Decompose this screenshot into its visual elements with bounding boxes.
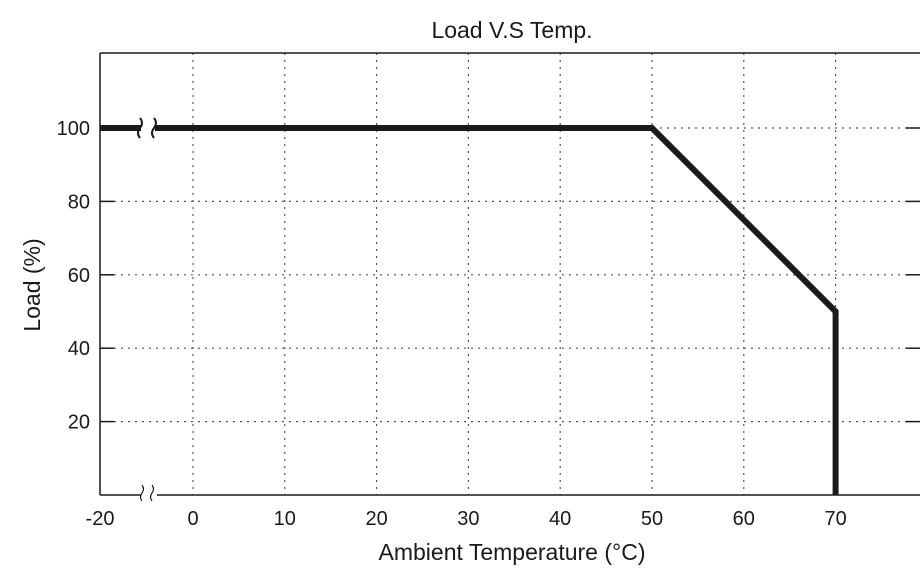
x-tick-label: 20 <box>365 508 387 530</box>
x-tick-label: 60 <box>733 508 755 530</box>
series-line <box>100 125 839 495</box>
y-tick-label: 80 <box>68 191 90 213</box>
y-tick-label: 100 <box>57 118 90 140</box>
line-break-mark <box>137 117 143 139</box>
x-tick-label: 70 <box>824 508 846 530</box>
y-tick-label: 20 <box>68 412 90 434</box>
x-tick-label: 30 <box>457 508 479 530</box>
series <box>100 125 839 495</box>
x-tick-label: 10 <box>274 508 296 530</box>
line-break-mark <box>151 117 157 139</box>
x-axis-ticks: -20 0 10 20 30 40 50 60 70 <box>86 508 847 530</box>
chart-title: Load V.S Temp. <box>431 17 592 43</box>
axis-break-mark <box>149 484 155 502</box>
y-tick-label: 60 <box>68 265 90 287</box>
axis-break-gap <box>141 491 157 499</box>
x-tick-label: -20 <box>86 508 115 530</box>
y-axis-ticks: 20 40 60 80 100 <box>57 118 920 434</box>
x-tick-label: 40 <box>549 508 571 530</box>
x-tick-label: 50 <box>641 508 663 530</box>
axis-breaks <box>137 116 157 502</box>
y-tick-label: 40 <box>68 338 90 360</box>
axis-break-mark <box>139 484 145 502</box>
y-axis-title: Load (%) <box>19 238 45 331</box>
x-axis-title: Ambient Temperature (°C) <box>379 539 646 565</box>
x-tick-label: 0 <box>187 508 198 530</box>
